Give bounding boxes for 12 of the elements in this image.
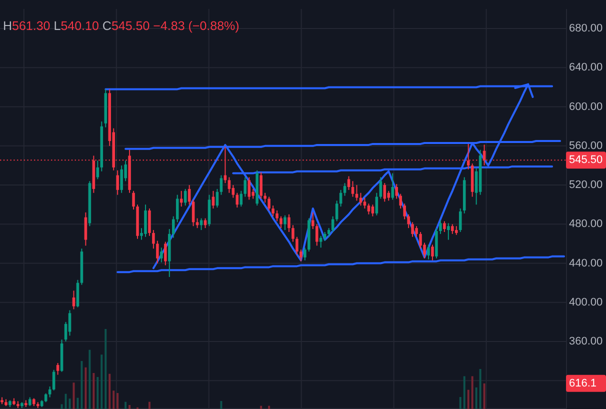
y-tick-label: 480.00 [569,218,603,230]
y-tick-label: 640.00 [569,62,603,74]
y-tick-label: 440.00 [569,257,603,270]
y-tick-label: 600.00 [569,100,603,113]
ref-line-label: 545.50 [569,154,603,166]
y-tick-label: 560.00 [569,140,603,152]
annotation: H561.30 L540.10 C545.50 −4.83 (−0.88%) [3,19,240,33]
y-tick-label: 360.00 [569,336,603,348]
text: 616.1 [569,377,597,390]
y-tick-label: 520.00 [569,179,603,192]
y-tick-label: 680.00 [569,22,603,35]
y-tick-label: 400.00 [569,296,603,308]
